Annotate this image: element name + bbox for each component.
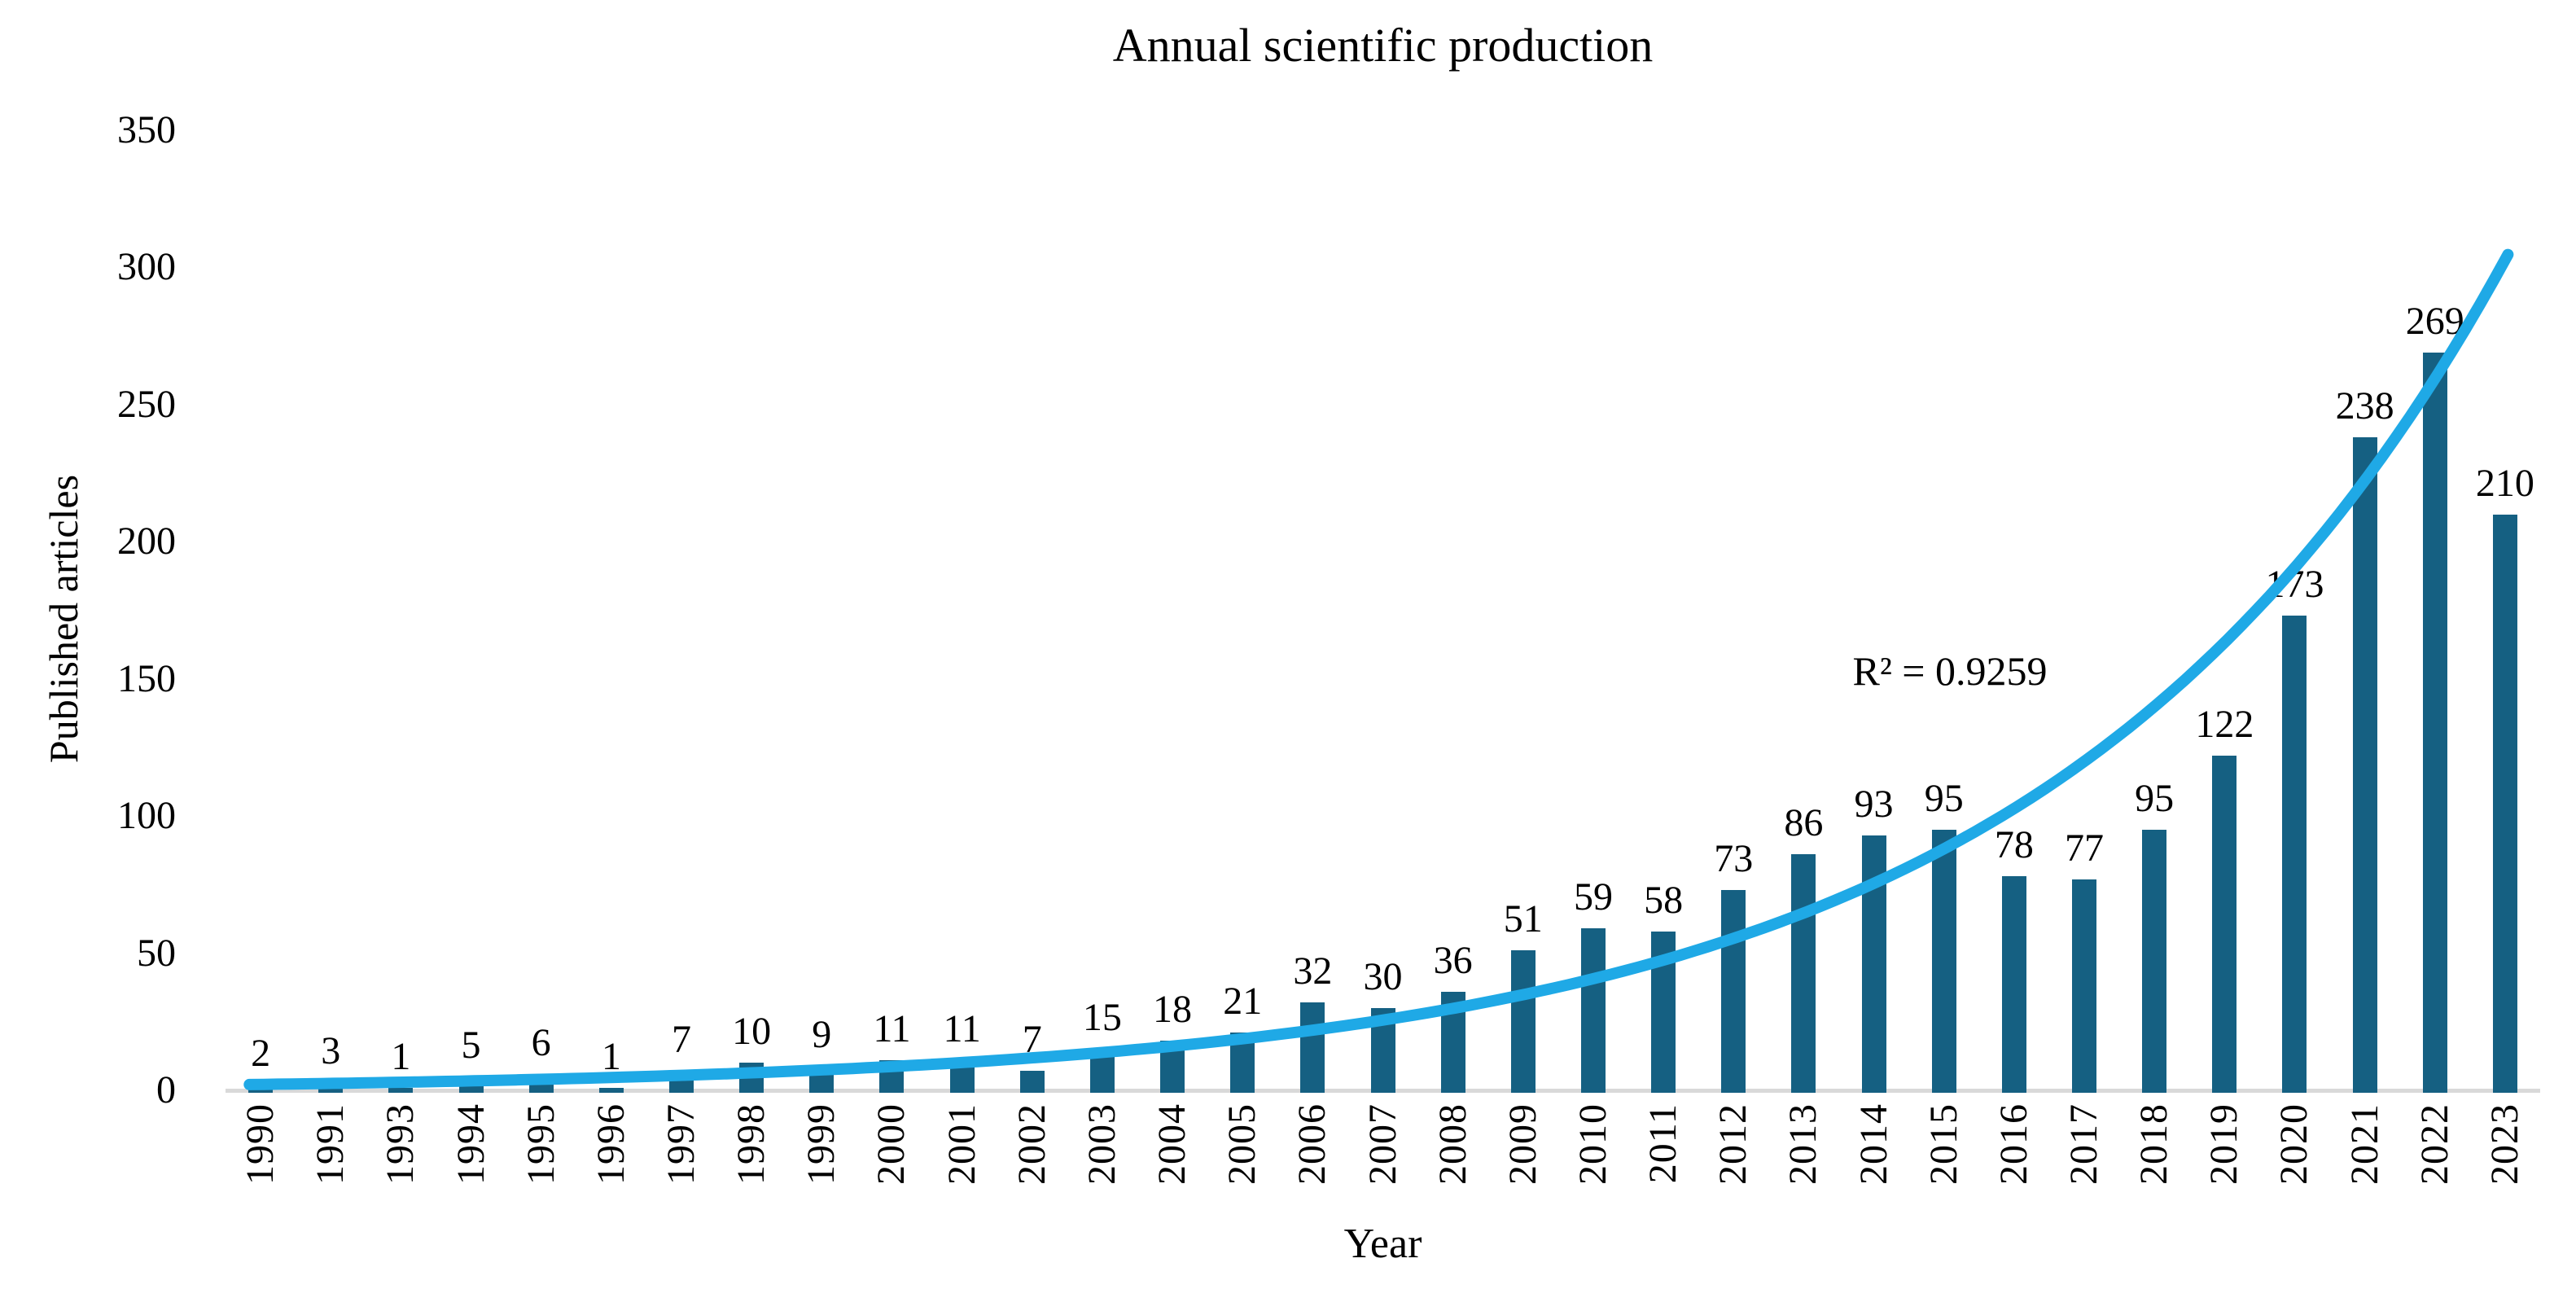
x-tick-2019: 2019 [2202,1103,2246,1185]
y-tick-150: 150 [117,656,176,700]
x-tick-2001: 2001 [940,1103,984,1185]
bar-2018 [2142,829,2167,1093]
x-tick-2004: 2004 [1150,1103,1194,1185]
x-tick-2014: 2014 [1851,1103,1895,1185]
x-tick-1993: 1993 [379,1103,423,1185]
x-tick-2010: 2010 [1571,1103,1614,1185]
bar-label-2021: 238 [2335,384,2394,428]
x-tick-1991: 1991 [309,1103,353,1185]
bar-label-2008: 36 [1433,938,1473,982]
bar-2020 [2282,616,2307,1093]
x-tick-1999: 1999 [800,1103,843,1185]
bar-2005 [1230,1033,1255,1093]
bar-2007 [1370,1007,1395,1093]
bar-2013 [1791,854,1816,1093]
bar-2009 [1510,950,1536,1093]
bar-2003 [1089,1049,1115,1093]
bar-1999 [809,1065,835,1093]
x-tick-1996: 1996 [589,1103,633,1185]
x-tick-2002: 2002 [1010,1103,1054,1185]
y-tick-300: 300 [117,245,176,289]
y-tick-0: 0 [156,1068,176,1112]
bar-label-2011: 58 [1644,878,1684,922]
x-tick-2012: 2012 [1711,1103,1755,1185]
y-axis-title: Published articles [41,474,86,764]
bar-1996 [598,1087,624,1093]
x-tick-1990: 1990 [239,1103,283,1185]
bar-label-2019: 122 [2195,703,2254,747]
x-tick-1998: 1998 [729,1103,773,1185]
y-tick-200: 200 [117,520,176,563]
bar-2016 [2001,876,2026,1093]
trendline-r2-annotation: R² = 0.9259 [1852,648,2048,694]
bar-2014 [1861,835,1886,1093]
bar-label-2022: 269 [2405,299,2464,343]
x-tick-2011: 2011 [1641,1103,1685,1184]
x-tick-2022: 2022 [2412,1103,2456,1185]
x-tick-2018: 2018 [2132,1103,2176,1185]
y-tick-350: 350 [117,108,176,151]
bar-1998 [739,1063,764,1093]
x-tick-2006: 2006 [1290,1103,1334,1185]
x-tick-2023: 2023 [2482,1103,2526,1185]
bar-1990 [248,1085,274,1093]
x-tick-2009: 2009 [1500,1103,1544,1185]
x-tick-2008: 2008 [1430,1103,1474,1185]
bar-2021 [2352,437,2377,1093]
x-tick-2013: 2013 [1781,1103,1825,1185]
x-tick-2021: 2021 [2342,1103,2386,1185]
x-tick-2016: 2016 [1991,1103,2035,1185]
x-tick-1994: 1994 [449,1103,493,1185]
bar-2011 [1651,931,1676,1093]
x-tick-2020: 2020 [2272,1103,2316,1185]
bar-1997 [668,1071,694,1093]
bar-2001 [949,1059,975,1093]
y-tick-250: 250 [117,382,176,426]
bar-2023 [2492,514,2517,1093]
x-tick-2000: 2000 [870,1103,913,1185]
bar-label-2017: 77 [2065,826,2104,870]
x-tick-1995: 1995 [519,1103,563,1185]
x-tick-2005: 2005 [1220,1103,1264,1185]
bar-2017 [2072,879,2096,1093]
bar-label-2023: 210 [2475,461,2534,505]
y-tick-100: 100 [117,794,176,838]
x-tick-2007: 2007 [1360,1103,1404,1185]
x-tick-2015: 2015 [1921,1103,1965,1185]
bar-2015 [1931,829,1956,1093]
x-tick-1997: 1997 [659,1103,703,1185]
bar-2006 [1300,1002,1325,1093]
chart-title: Annual scientific production [1112,19,1654,72]
bar-1991 [318,1081,344,1093]
bar-1994 [458,1076,484,1093]
bar-2000 [879,1059,905,1093]
bar-2019 [2212,756,2237,1093]
bar-label-2020: 173 [2265,563,2324,607]
bar-2002 [1019,1071,1045,1093]
bar-2012 [1721,890,1746,1093]
bar-2004 [1160,1041,1185,1093]
x-tick-2017: 2017 [2062,1103,2105,1185]
x-tick-2003: 2003 [1080,1103,1124,1185]
bar-1993 [388,1087,414,1093]
bar-2008 [1440,991,1465,1093]
bar-label-2018: 95 [2135,776,2175,820]
bar-2010 [1580,928,1606,1093]
y-tick-50: 50 [137,931,176,975]
bar-label-2015: 95 [1924,776,1964,820]
x-axis-title: Year [1343,1221,1422,1267]
